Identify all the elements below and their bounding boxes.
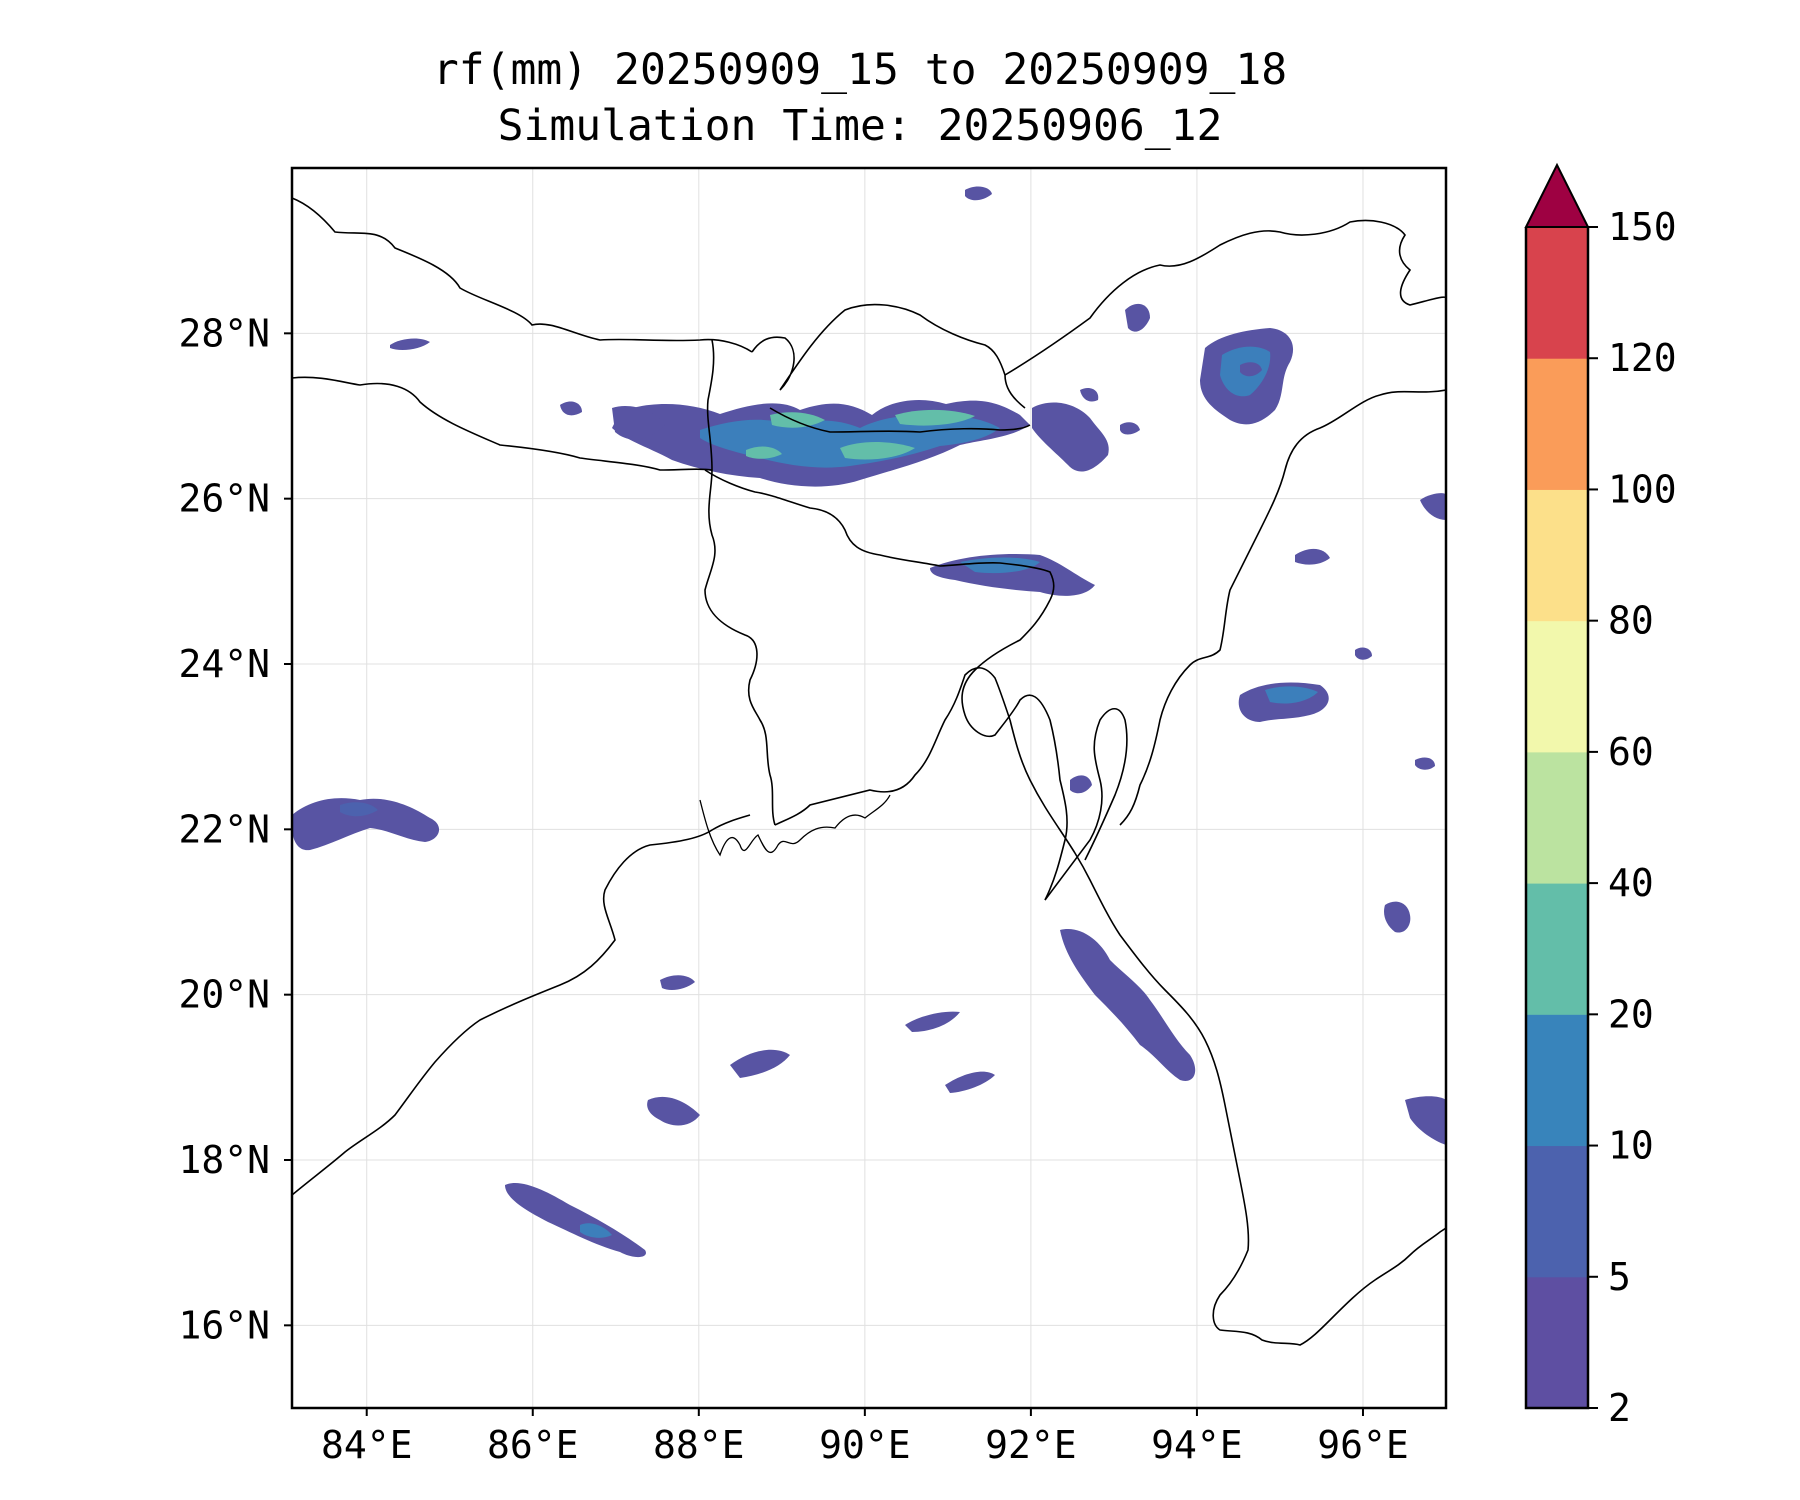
rain-west-nepal: [612, 405, 665, 440]
rain-small-12: [1415, 757, 1435, 770]
rain-small-11: [1355, 647, 1372, 660]
colorbar-segment: [1526, 227, 1588, 359]
colorbar: 2 5 10 20 40 60 80 100 120 150: [1524, 162, 1677, 1430]
rain-east-edge: [1420, 493, 1446, 520]
colorbar-segment: [1526, 1145, 1588, 1278]
colorbar-segment: [1526, 1276, 1588, 1409]
colorbar-tick-label: 120: [1608, 336, 1677, 380]
tick-label-lon: 84°E: [321, 1423, 413, 1467]
boundary-tripura-mizoram: [1044, 707, 1128, 901]
tick-label-lat: 22°N: [178, 807, 270, 851]
tick-label-lat: 20°N: [178, 973, 270, 1017]
tick-label-lon: 88°E: [653, 1423, 745, 1467]
tick-label-lon: 96°E: [1317, 1423, 1409, 1467]
rain-small-6: [390, 338, 430, 350]
country-boundaries: [292, 197, 1446, 1346]
colorbar-tick-label: 20: [1608, 992, 1654, 1036]
tick-label-lat: 28°N: [178, 311, 270, 355]
rain-bay-3: [730, 1049, 790, 1078]
axis-ticks: 84°E 86°E 88°E 90°E 92°E 94°E 96°E 28°N 26°N 24°N…: [178, 311, 1408, 1467]
rain-manipur-core: [1265, 686, 1318, 704]
rain-bay-4: [945, 1071, 995, 1093]
colorbar-segment: [1526, 883, 1588, 1015]
boundary-sikkim: [706, 339, 715, 471]
tick-label-lat: 18°N: [178, 1138, 270, 1182]
rain-small-2: [1125, 303, 1150, 332]
rain-band-himalaya-peak-4: [746, 446, 782, 459]
tick-label-lon: 92°E: [985, 1423, 1077, 1467]
colorbar-segment: [1526, 751, 1588, 884]
colorbar-tick-label: 60: [1608, 730, 1654, 774]
colorbar-tick-label: 40: [1608, 861, 1654, 905]
colorbar-tick-label: 2: [1608, 1386, 1631, 1430]
rain-myanmar-coast: [1060, 929, 1196, 1081]
rain-small-10: [1120, 422, 1140, 435]
tick-label-lon: 94°E: [1151, 1423, 1243, 1467]
colorbar-segment: [1526, 620, 1588, 753]
rain-small-3: [1080, 388, 1099, 402]
boundary-bangladesh-north: [704, 469, 1055, 601]
rain-small-9: [1240, 362, 1262, 377]
rain-east-of-bhutan: [1032, 402, 1109, 472]
colorbar-tick-label: 10: [1608, 1124, 1654, 1168]
plot-title: rf(mm) 20250909_15 to 20250909_18 Simula…: [280, 42, 1440, 154]
tick-label-lat: 26°N: [178, 477, 270, 521]
map-frame: [290, 166, 1448, 1410]
rainfall-field: [292, 186, 1446, 1258]
colorbar-tick-label: 5: [1608, 1255, 1631, 1299]
boundary-bangladesh-east: [961, 599, 1068, 901]
rain-small-8: [1070, 775, 1092, 794]
tick-label-lon: 86°E: [487, 1423, 579, 1467]
rain-band-himalaya-peak-3: [895, 409, 975, 426]
rain-small-5: [560, 401, 582, 416]
title-line-2: Simulation Time: 20250906_12: [497, 101, 1223, 151]
colorbar-segment: [1526, 1014, 1588, 1147]
map-content: [292, 186, 1446, 1346]
boundary-arunachal: [1004, 219, 1446, 376]
tick-label-lat: 24°N: [178, 642, 270, 686]
coastline-bay-west: [292, 814, 751, 1196]
coastline-bangladesh: [774, 667, 1011, 826]
colorbar-outline: [1524, 227, 1590, 1410]
colorbar-segment: [1526, 358, 1588, 490]
boundary-nepal-north: [292, 197, 753, 353]
colorbar-tick-label: 100: [1608, 467, 1677, 511]
colorbar-segment: [1526, 489, 1588, 622]
rain-small-7: [660, 975, 695, 990]
boundary-tibet-bhutan: [751, 303, 1026, 409]
rain-meghalaya-core: [960, 557, 1040, 574]
rain-small-1: [1295, 548, 1330, 565]
colorbar-tick-label: 150: [1608, 205, 1677, 249]
rain-myanmar-south: [1405, 1096, 1446, 1145]
rain-odisha-coast: [292, 798, 439, 851]
colorbar-tick-label: 80: [1608, 599, 1654, 643]
tick-label-lat: 16°N: [178, 1303, 270, 1347]
rain-odisha-core: [340, 802, 378, 817]
coastline-myanmar: [1009, 719, 1446, 1346]
tick-label-lon: 90°E: [819, 1423, 911, 1467]
rain-bay-5: [905, 1011, 960, 1032]
colorbar-extend-arrow: [1524, 162, 1590, 228]
sundarbans-coast: [699, 794, 891, 857]
rain-myanmar-inland: [1384, 901, 1411, 933]
rain-band-himalaya-peak-2: [840, 442, 915, 460]
boundary-bangladesh-west: [704, 469, 776, 826]
boundary-nepal-south: [292, 376, 713, 471]
rain-bay-1-core: [580, 1223, 612, 1238]
rain-small-4: [965, 186, 992, 201]
boundary-assam-myanmar: [1119, 389, 1446, 826]
rain-bay-2: [647, 1096, 700, 1126]
boundary-bhutan-south: [769, 407, 1031, 433]
rain-bay-1: [505, 1182, 646, 1258]
title-line-1: rf(mm) 20250909_15 to 20250909_18: [432, 45, 1288, 95]
